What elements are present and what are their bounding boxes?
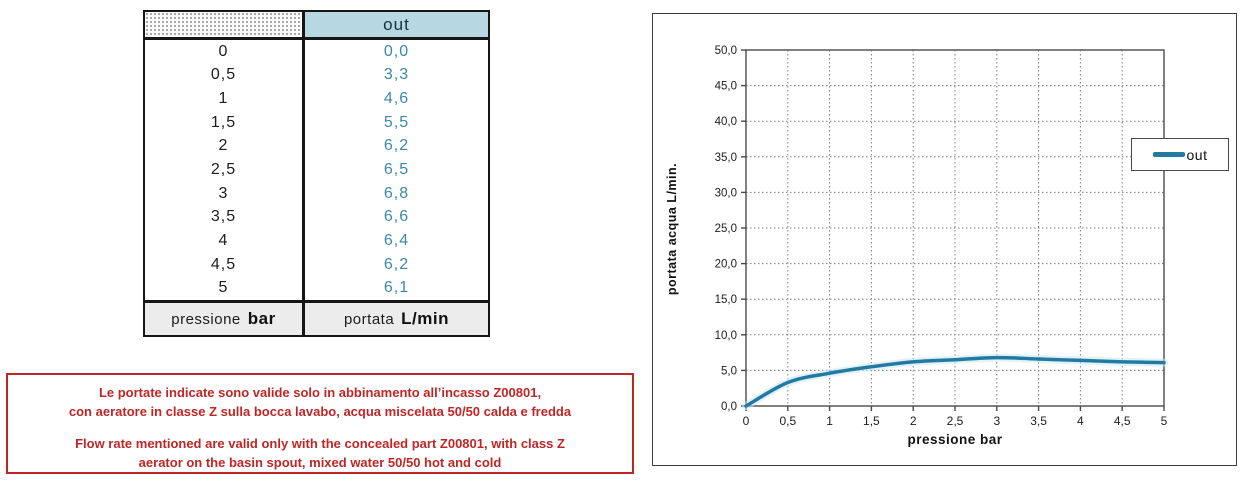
table-row: 2 6,2 — [145, 134, 488, 159]
pressure-value-cell: 2 — [145, 134, 305, 159]
table-row: 2,5 6,5 — [145, 158, 488, 182]
table-header-hatch-cell — [145, 12, 305, 37]
pressure-value-cell: 2,5 — [145, 158, 305, 182]
table-header-out-cell: out — [305, 12, 488, 37]
pressure-value-cell: 0 — [145, 40, 305, 64]
svg-text:0,0: 0,0 — [721, 401, 737, 413]
warning-line-en-1: Flow rate mentioned are valid only with … — [75, 436, 565, 451]
flow-value-cell: 0,0 — [383, 42, 410, 60]
svg-text:35,0: 35,0 — [715, 152, 737, 164]
flow-value-cell: 3,3 — [383, 66, 410, 84]
table-row: 0,5 3,3 — [145, 63, 488, 88]
svg-text:10,0: 10,0 — [715, 330, 737, 342]
pressure-value-cell: 3,5 — [145, 205, 305, 230]
flow-label: portata — [343, 311, 395, 328]
svg-text:50,0: 50,0 — [715, 45, 737, 57]
pressure-value-cell: 1,5 — [145, 110, 305, 135]
x-axis-title: pressione bar — [907, 432, 1003, 447]
table-row: 5 6,1 — [145, 276, 488, 301]
chart-legend: out — [1131, 138, 1229, 171]
svg-text:3,5: 3,5 — [1030, 414, 1047, 428]
pressure-value-cell: 4,5 — [145, 252, 305, 277]
pressure-label: pressione — [171, 311, 241, 328]
svg-text:4: 4 — [1077, 414, 1084, 428]
svg-text:25,0: 25,0 — [715, 223, 737, 235]
svg-text:5: 5 — [1161, 414, 1168, 428]
table-row: 4,5 6,2 — [145, 252, 488, 277]
svg-text:15,0: 15,0 — [715, 294, 737, 306]
table-header-row: out — [145, 12, 488, 40]
legend-line-swatch — [1152, 152, 1185, 157]
flow-value-cell: 6,4 — [383, 231, 410, 249]
svg-text:4,5: 4,5 — [1114, 414, 1131, 428]
svg-text:2,5: 2,5 — [947, 414, 964, 428]
table-row: 3,5 6,6 — [145, 205, 488, 230]
svg-text:1,5: 1,5 — [863, 414, 880, 428]
flow-rate-table: out 0 0,0 0,5 3,3 1 4,6 1,5 5,5 2 6,2 2,5 6,5 3 6,8 3,… — [143, 10, 490, 337]
table-row: 3 6,8 — [145, 181, 488, 206]
warning-line-it-2: con aeratore in classe Z sulla bocca lav… — [68, 404, 572, 419]
chart-plot-area: 0,05,010,015,020,025,030,035,040,045,050… — [715, 45, 1168, 428]
pressure-unit-cell: pressione bar — [145, 303, 305, 335]
warning-note: Le portate indicate sono valide solo in … — [6, 373, 634, 474]
table-body: 0 0,0 0,5 3,3 1 4,6 1,5 5,5 2 6,2 2,5 6,5 3 6,8 3,5 6,6… — [145, 40, 488, 303]
svg-text:0: 0 — [743, 414, 750, 428]
table-row: 1,5 5,5 — [145, 110, 488, 135]
svg-text:30,0: 30,0 — [715, 187, 737, 199]
svg-text:45,0: 45,0 — [715, 81, 737, 93]
flow-unit-cell: portata L/min — [305, 303, 488, 335]
pressure-value-cell: 5 — [145, 276, 305, 301]
svg-text:5,0: 5,0 — [721, 365, 737, 377]
svg-text:2: 2 — [910, 414, 917, 428]
table-row: 1 4,6 — [145, 87, 488, 111]
flow-value-cell: 6,1 — [383, 279, 410, 297]
pressure-value-cell: 0,5 — [145, 63, 305, 88]
flow-value-cell: 4,6 — [383, 90, 410, 108]
flow-value-cell: 6,5 — [383, 161, 410, 179]
svg-text:3: 3 — [993, 414, 1000, 428]
flow-rate-chart: 0,0 5,0 10,0 15,0 20,0 25,0 30,0 35,0 40,0 45,0 50… — [652, 13, 1237, 466]
flow-value-cell: 6,2 — [383, 137, 410, 155]
svg-text:1: 1 — [826, 414, 833, 428]
flow-value-cell: 6,6 — [383, 208, 410, 226]
pressure-unit: bar — [247, 309, 276, 328]
flow-value-cell: 6,8 — [383, 184, 410, 202]
table-footer-row: pressione bar portata L/min — [145, 303, 488, 335]
svg-text:20,0: 20,0 — [715, 259, 737, 271]
legend-label: out — [1186, 146, 1208, 163]
pressure-value-cell: 1 — [145, 87, 305, 111]
pressure-value-cell: 3 — [145, 181, 305, 206]
pressure-value-cell: 4 — [145, 229, 305, 253]
flow-value-cell: 6,2 — [383, 255, 410, 273]
flow-value-cell: 5,5 — [383, 113, 410, 131]
warning-line-en-2: aerator on the basin spout, mixed water … — [138, 455, 502, 470]
y-axis-title: portata acqua L/min. — [665, 162, 679, 296]
flow-unit: L/min — [401, 309, 450, 328]
svg-text:40,0: 40,0 — [715, 116, 737, 128]
warning-line-it-1: Le portate indicate sono valide solo in … — [98, 385, 542, 400]
table-row: 0 0,0 — [145, 40, 488, 64]
svg-text:0,5: 0,5 — [779, 414, 796, 428]
table-row: 4 6,4 — [145, 229, 488, 253]
